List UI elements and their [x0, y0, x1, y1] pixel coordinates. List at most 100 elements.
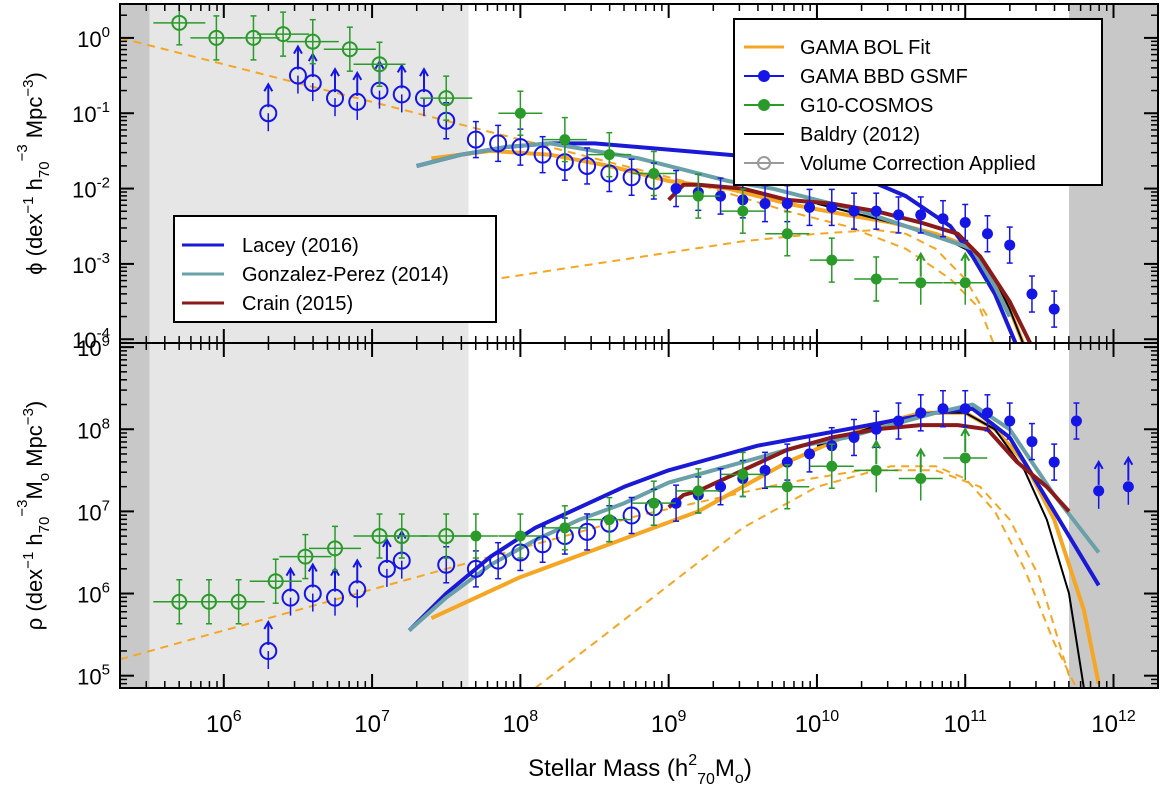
data-point	[1093, 459, 1105, 509]
filled-marker	[959, 277, 971, 289]
x-tick-label: 106	[206, 708, 242, 738]
data-point	[533, 525, 552, 563]
filled-marker	[915, 209, 927, 221]
data-point	[375, 513, 428, 559]
x-axis: 106 107 108 109 1010 1011 1012 Stellar Mass (h2…	[206, 708, 1136, 788]
data-point	[759, 184, 771, 223]
curve-bol-single-component	[120, 36, 995, 343]
legend-marker	[758, 99, 770, 111]
data-point	[1026, 275, 1038, 313]
filled-marker	[715, 190, 727, 202]
legend-label: Gonzalez-Perez (2014)	[242, 264, 449, 286]
data-point	[981, 394, 993, 432]
y-axis: 105 106 107 108 109	[77, 333, 1158, 690]
open-marker	[533, 145, 552, 164]
arrow-head	[960, 251, 971, 262]
data-point	[309, 525, 362, 572]
filled-marker	[870, 273, 882, 285]
data-point	[489, 124, 508, 163]
arrow-head	[1123, 455, 1134, 466]
y-tick-label: 100	[77, 24, 110, 52]
data-point	[759, 451, 771, 490]
open-marker	[622, 168, 641, 187]
open-marker	[327, 540, 344, 557]
arrow-head	[293, 44, 303, 55]
filled-marker	[870, 423, 882, 435]
x-ticks	[119, 4, 1115, 343]
data-point	[348, 558, 367, 608]
legend-upper: GAMA BOL Fit GAMA BBD GSMF G10-COSMOS Baldr…	[733, 18, 1103, 186]
legend-label: GAMA BOL Fit	[800, 37, 931, 59]
open-marker	[259, 104, 278, 123]
data-point	[893, 196, 904, 234]
data-point	[715, 177, 727, 215]
arrow-head	[382, 537, 392, 548]
open-marker	[578, 522, 597, 541]
data-point	[259, 82, 278, 132]
open-marker	[304, 33, 321, 50]
legend-label: G10-COSMOS	[800, 95, 933, 117]
arrow-head	[352, 70, 363, 81]
filled-marker	[715, 481, 727, 493]
x-tick-label: 1011	[944, 708, 987, 738]
filled-marker	[915, 473, 927, 485]
data-point	[715, 468, 727, 506]
curve-baldry-2012-	[816, 411, 1085, 688]
data-point	[578, 147, 597, 185]
filled-marker	[670, 497, 682, 509]
data-point	[826, 188, 838, 227]
x-tick-label: 108	[503, 708, 539, 738]
rho-panel: 105 106 107 108 109 ρ (dex−1 h70−3Mo Mpc−3)	[14, 333, 1159, 690]
filled-marker	[959, 452, 971, 464]
filled-marker	[804, 448, 816, 460]
data-point	[854, 256, 899, 302]
data-point	[1070, 402, 1082, 440]
y-tick-label: 105	[77, 662, 110, 690]
data-point	[259, 620, 278, 670]
filled-marker	[1026, 436, 1038, 448]
data-point	[622, 158, 641, 197]
filled-marker	[893, 209, 904, 221]
filled-marker	[1122, 481, 1134, 493]
filled-marker	[559, 134, 571, 146]
filled-marker	[848, 431, 860, 443]
x-axis-label: Stellar Mass (h270Mo)	[528, 752, 752, 788]
legend-upper-box	[733, 18, 1103, 186]
data-point	[915, 394, 927, 432]
data-point	[959, 203, 971, 242]
data-point	[392, 63, 411, 113]
open-marker	[275, 26, 292, 43]
arrow-head	[960, 426, 971, 437]
open-marker	[622, 506, 641, 525]
filled-marker	[1048, 456, 1060, 468]
data-point	[670, 484, 682, 522]
x-tick-label: 1012	[1091, 708, 1136, 738]
curve-lacey-2016-	[407, 406, 1101, 632]
arrow-head	[352, 558, 363, 568]
open-marker	[511, 138, 530, 157]
filled-marker	[937, 213, 949, 225]
data-point	[631, 150, 676, 197]
filled-marker	[692, 190, 704, 202]
data-point	[466, 120, 485, 159]
excluded-band-right	[1069, 343, 1158, 688]
y-tick-label: 10-1	[72, 99, 110, 127]
data-point	[578, 513, 597, 551]
filled-marker	[1004, 415, 1016, 427]
data-point	[1122, 455, 1134, 505]
filled-marker	[804, 201, 816, 213]
y-tick-label: 109	[77, 333, 110, 361]
filled-marker	[692, 485, 704, 497]
open-marker	[578, 156, 597, 175]
filled-marker	[981, 407, 993, 419]
filled-marker	[781, 228, 793, 240]
data-point	[326, 67, 345, 117]
data-point	[1048, 443, 1060, 481]
data-point	[498, 90, 543, 136]
filled-marker	[915, 407, 927, 419]
open-marker	[466, 559, 485, 578]
filled-marker	[981, 228, 993, 240]
data-point	[915, 196, 927, 234]
data-point	[943, 251, 988, 305]
open-marker	[466, 130, 485, 149]
